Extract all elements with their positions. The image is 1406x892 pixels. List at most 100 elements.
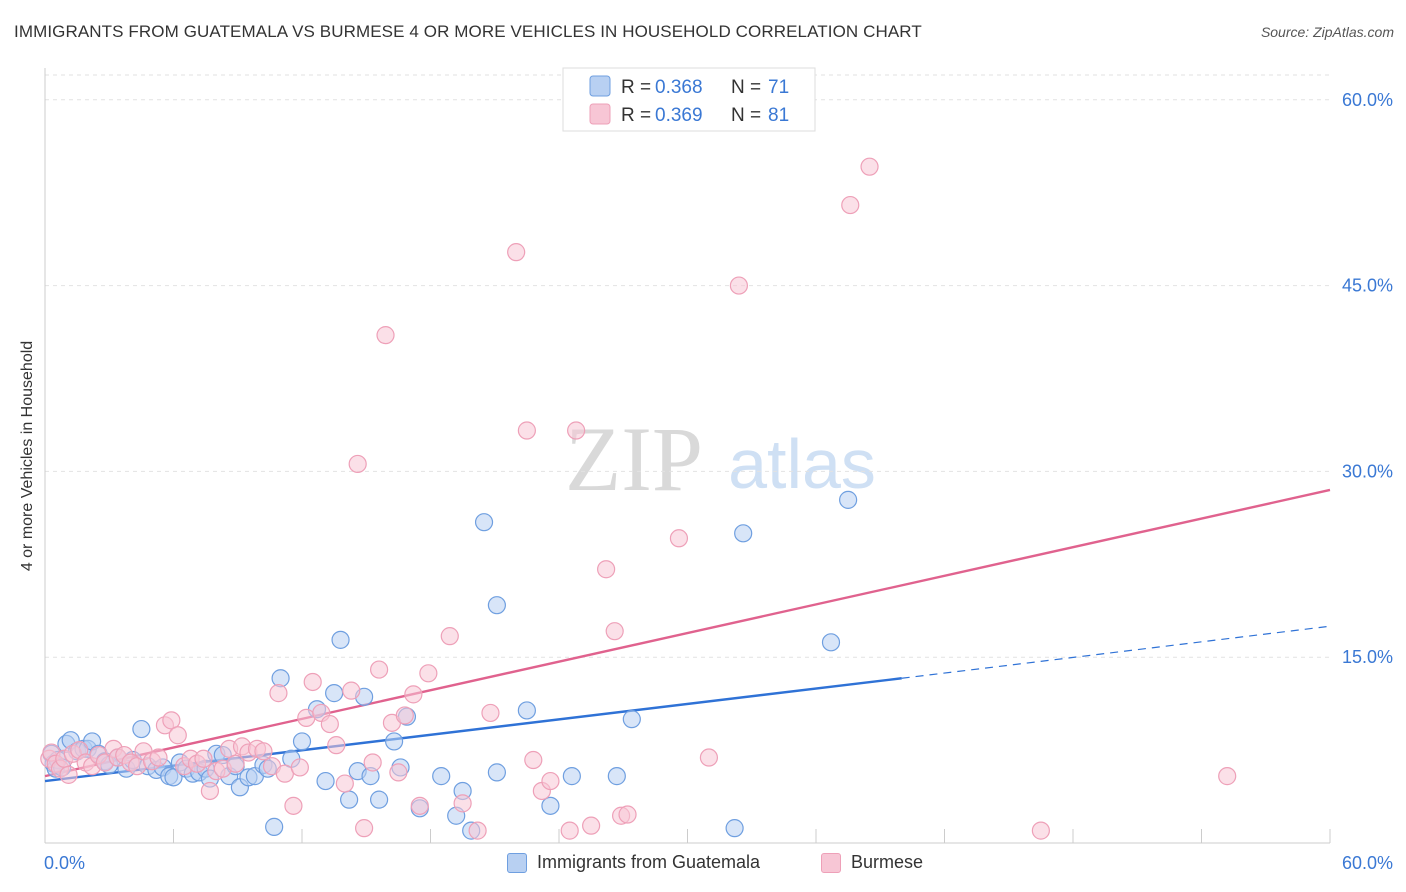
point-0-62 bbox=[517, 701, 536, 720]
point-1-46 bbox=[335, 774, 354, 793]
point-1-60 bbox=[453, 794, 472, 813]
point-0-61 bbox=[487, 596, 506, 615]
point-1-67 bbox=[541, 771, 560, 791]
point-1-49 bbox=[355, 819, 374, 838]
point-1-59 bbox=[440, 627, 459, 646]
point-1-47 bbox=[342, 681, 361, 700]
point-1-77 bbox=[729, 276, 749, 295]
point-1-74 bbox=[618, 805, 637, 824]
point-1-31 bbox=[226, 754, 245, 773]
point-1-27 bbox=[200, 781, 220, 801]
point-1-75 bbox=[669, 529, 689, 548]
point-0-70 bbox=[839, 490, 858, 509]
point-0-17 bbox=[132, 719, 151, 739]
legend-item-guatemala[interactable]: Immigrants from Guatemala bbox=[507, 852, 760, 873]
point-0-41 bbox=[292, 732, 312, 751]
point-1-52 bbox=[376, 326, 395, 345]
point-1-55 bbox=[395, 706, 414, 725]
point-1-72 bbox=[605, 622, 624, 641]
point-0-69 bbox=[821, 633, 841, 652]
point-1-81 bbox=[1218, 767, 1237, 786]
legend-n-value-guatemala: 71 bbox=[768, 77, 789, 98]
legend-label-guatemala: Immigrants from Guatemala bbox=[537, 852, 761, 872]
point-1-48 bbox=[348, 454, 367, 474]
legend-n-value-burmese: 81 bbox=[768, 105, 789, 126]
point-1-78 bbox=[841, 195, 860, 215]
point-0-38 bbox=[265, 817, 284, 836]
series-legend: Immigrants from Guatemala Burmese bbox=[0, 852, 1406, 878]
point-1-80 bbox=[1031, 821, 1050, 840]
point-0-51 bbox=[384, 732, 404, 751]
chart-title: IMMIGRANTS FROM GUATEMALA VS BURMESE 4 O… bbox=[14, 22, 922, 41]
point-1-64 bbox=[517, 421, 536, 440]
point-0-66 bbox=[622, 710, 641, 729]
y-tick-label-2: 45.0% bbox=[1342, 276, 1393, 296]
point-0-46 bbox=[340, 790, 359, 809]
trend-line-1 bbox=[44, 488, 1331, 778]
point-1-61 bbox=[468, 821, 487, 840]
point-1-63 bbox=[507, 243, 526, 262]
point-1-58 bbox=[419, 664, 438, 683]
point-1-76 bbox=[699, 748, 719, 767]
point-0-50 bbox=[370, 790, 389, 809]
legend-r-value-burmese: 0.369 bbox=[655, 105, 703, 126]
legend-r-value-guatemala: 0.368 bbox=[655, 77, 703, 98]
point-1-22 bbox=[168, 726, 187, 745]
point-1-68 bbox=[560, 821, 579, 840]
point-1-26 bbox=[194, 749, 213, 768]
point-1-56 bbox=[404, 685, 423, 704]
watermark: ZIP atlas bbox=[565, 408, 876, 510]
point-0-55 bbox=[432, 767, 451, 786]
point-0-64 bbox=[562, 767, 581, 786]
y-tick-label-3: 60.0% bbox=[1342, 90, 1393, 110]
point-1-79 bbox=[860, 157, 879, 176]
point-1-70 bbox=[582, 816, 601, 835]
point-0-45 bbox=[331, 630, 350, 649]
legend-swatch-burmese-bottom bbox=[821, 852, 841, 873]
point-0-60 bbox=[487, 763, 506, 782]
y-tick-label-0: 15.0% bbox=[1342, 647, 1393, 667]
watermark-zip: ZIP bbox=[565, 408, 703, 510]
legend-swatch-guatemala bbox=[589, 75, 611, 97]
point-1-39 bbox=[284, 796, 303, 815]
point-1-19 bbox=[149, 748, 168, 767]
point-0-68 bbox=[734, 524, 753, 543]
point-0-39 bbox=[271, 669, 290, 688]
point-1-37 bbox=[269, 684, 288, 703]
point-1-54 bbox=[389, 763, 408, 782]
point-0-63 bbox=[541, 796, 560, 815]
point-0-59 bbox=[474, 513, 494, 532]
stats-legend: R = 0.368 N = 71 R = 0.369 N = 81 bbox=[562, 67, 816, 132]
point-1-71 bbox=[597, 560, 616, 579]
trend-line-extension-0 bbox=[901, 625, 1331, 679]
point-0-67 bbox=[725, 819, 744, 838]
point-1-50 bbox=[363, 753, 382, 772]
point-1-42 bbox=[303, 672, 322, 692]
legend-swatch-guatemala-bottom bbox=[507, 852, 527, 873]
watermark-atlas: atlas bbox=[728, 425, 876, 503]
legend-item-burmese[interactable]: Burmese bbox=[821, 852, 923, 873]
y-tick-label-1: 30.0% bbox=[1342, 461, 1393, 481]
point-1-5 bbox=[59, 765, 78, 784]
legend-n-label-burmese: N = bbox=[731, 105, 761, 126]
point-1-40 bbox=[290, 758, 309, 777]
point-1-69 bbox=[567, 421, 586, 440]
legend-r-label-burmese: R = bbox=[621, 105, 651, 126]
point-1-44 bbox=[320, 714, 339, 734]
point-0-44 bbox=[325, 684, 344, 703]
source-credit: Source: ZipAtlas.com bbox=[1260, 24, 1394, 40]
point-1-45 bbox=[327, 736, 346, 755]
legend-r-label-guatemala: R = bbox=[621, 77, 651, 98]
legend-swatch-burmese bbox=[589, 103, 611, 125]
legend-label-burmese: Burmese bbox=[851, 852, 924, 872]
point-0-43 bbox=[316, 771, 335, 791]
point-1-65 bbox=[524, 750, 543, 770]
point-1-62 bbox=[481, 703, 500, 723]
point-1-57 bbox=[410, 796, 429, 815]
point-0-65 bbox=[607, 767, 626, 786]
x-tick-label-0: 0.0% bbox=[44, 853, 85, 873]
point-1-51 bbox=[370, 660, 389, 679]
legend-n-label-guatemala: N = bbox=[731, 77, 761, 98]
point-1-35 bbox=[254, 742, 273, 761]
